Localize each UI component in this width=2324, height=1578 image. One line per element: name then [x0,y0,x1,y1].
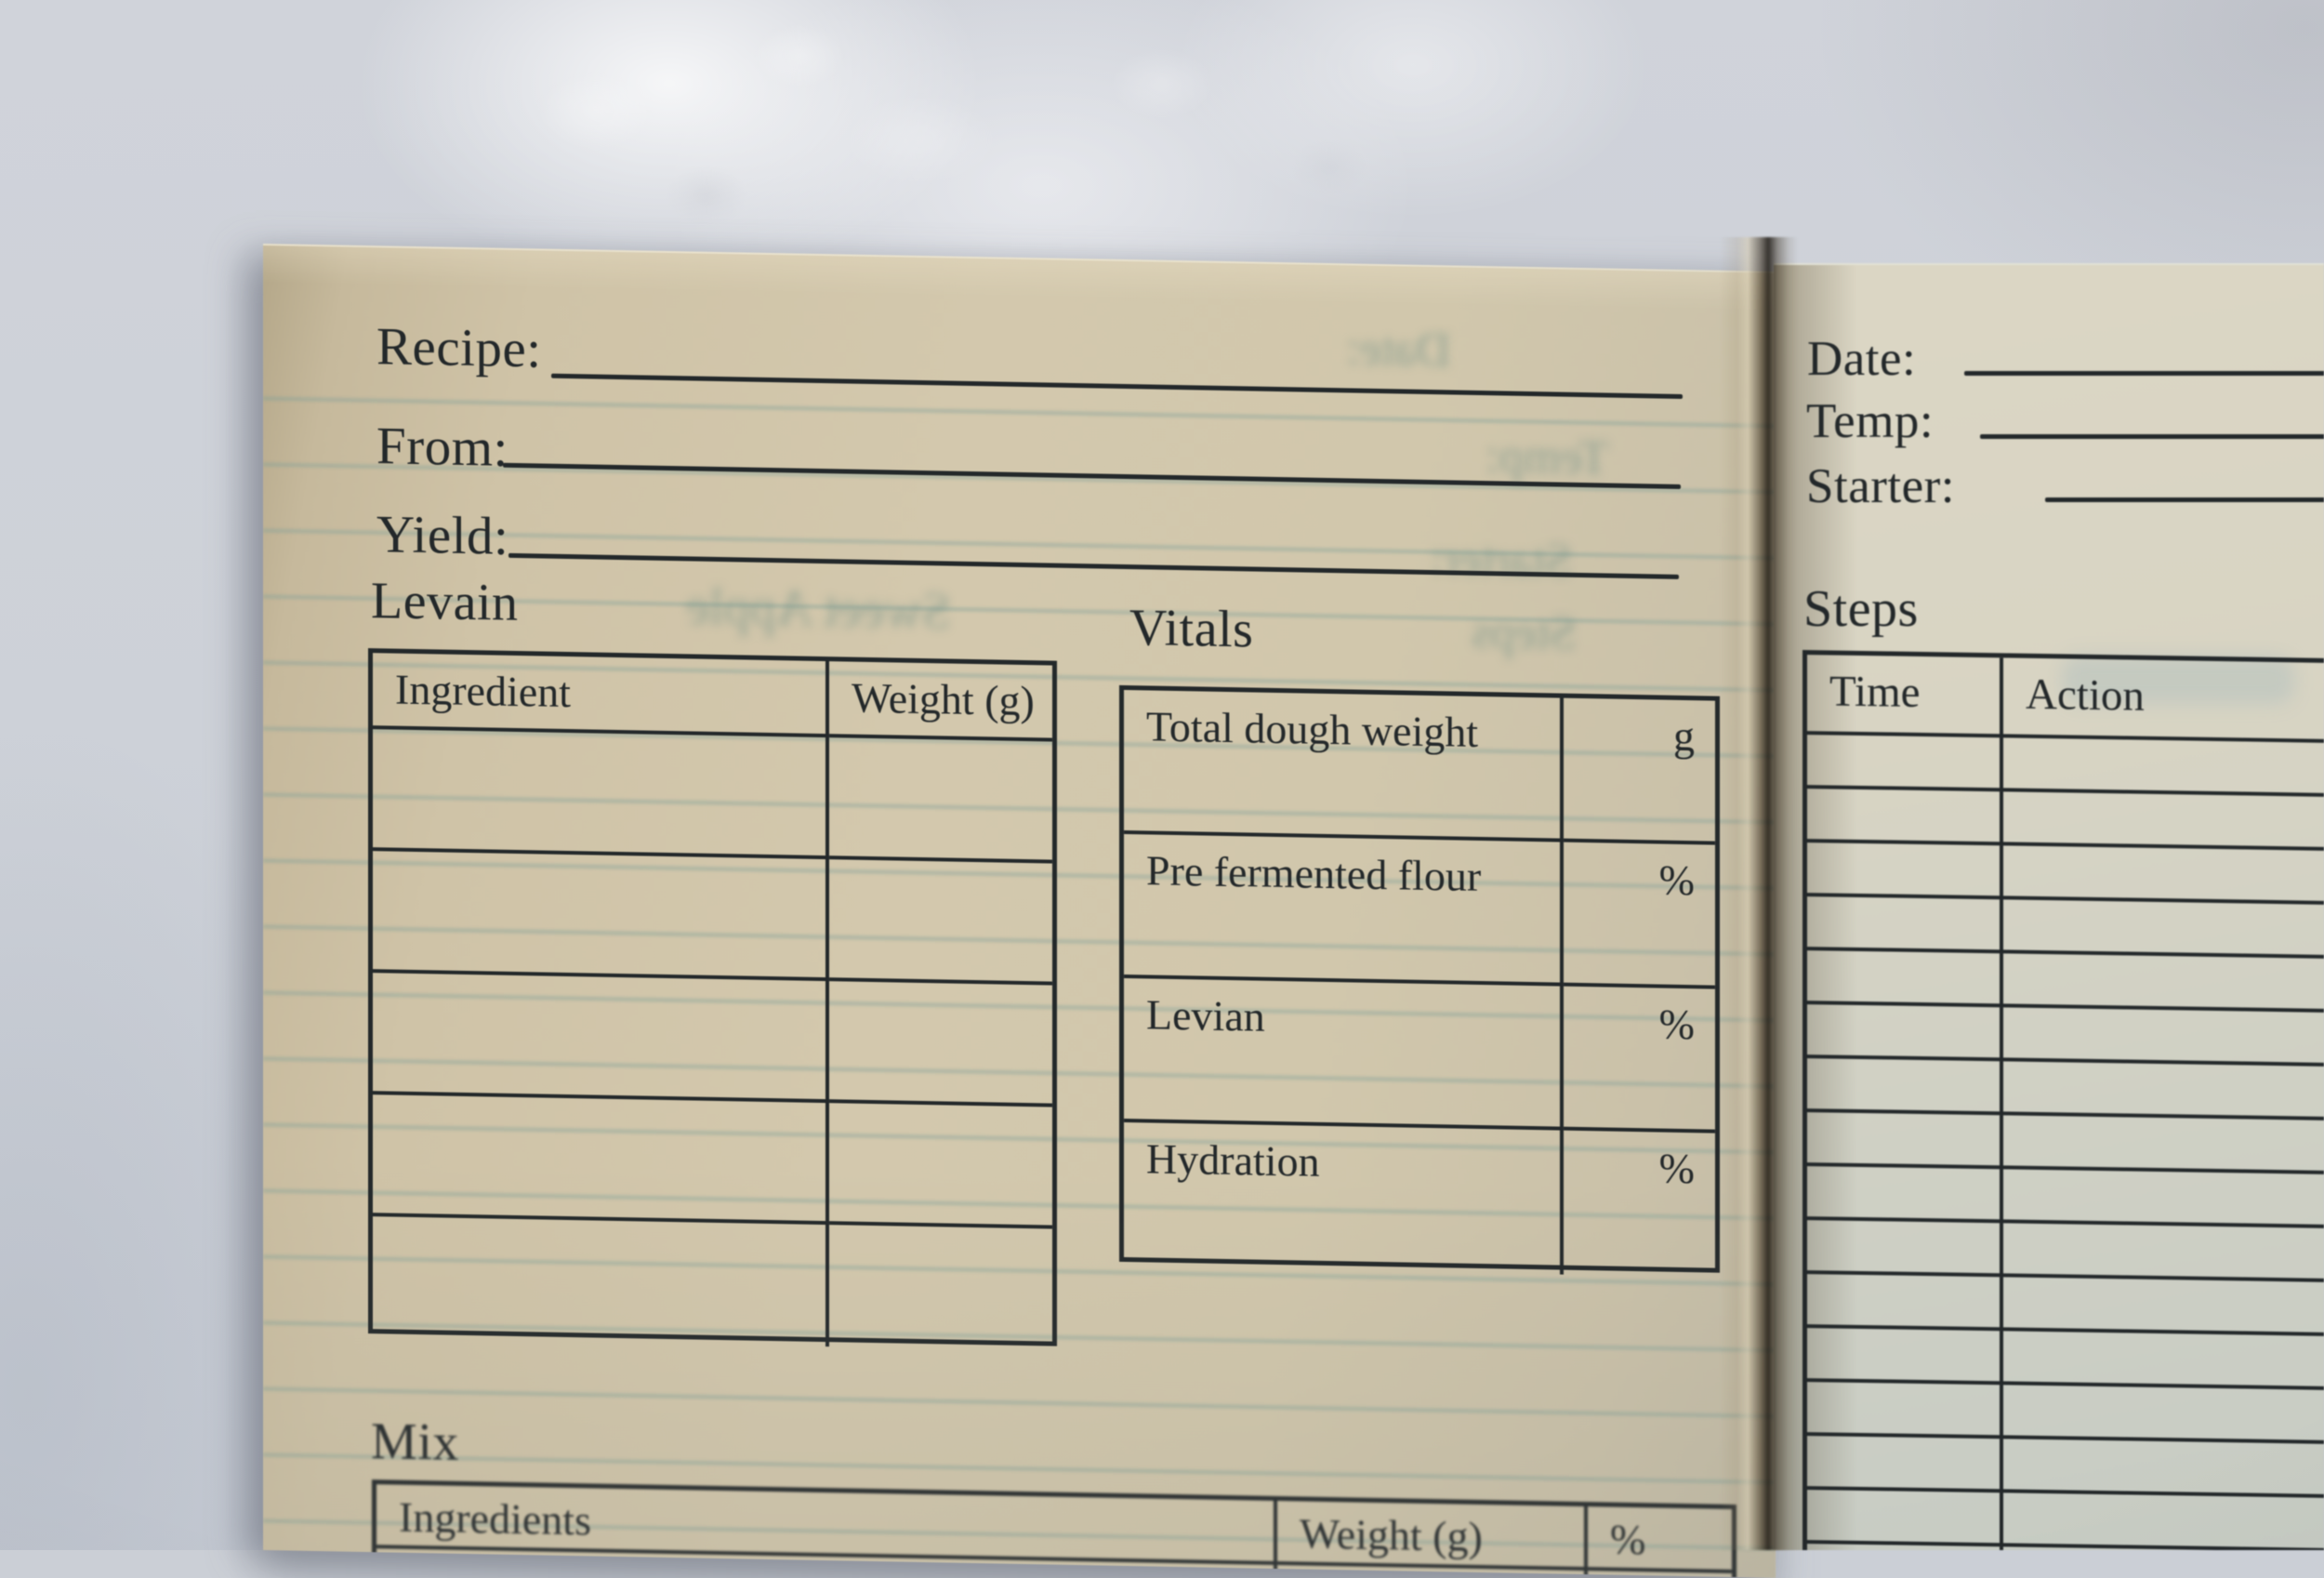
empty-row [1807,789,2324,852]
empty-cell [2003,1061,2324,1121]
empty-row [1807,1328,2324,1391]
empty-row [1807,842,2324,906]
date-blank-line [1964,371,2324,376]
empty-cell [2003,1331,2324,1391]
ghost-smudge [2062,656,2294,704]
empty-cell [2003,1115,2324,1175]
steps-col-time: Time [1807,655,2003,738]
empty-cell [2003,1223,2324,1283]
empty-cell [1807,735,2003,792]
empty-cell [2003,1169,2324,1229]
empty-cell [2003,953,2324,1014]
empty-cell [2003,1007,2324,1067]
mix-heading: Mix [371,1412,459,1472]
empty-cell [2003,1385,2324,1445]
steps-body [1807,735,2324,1550]
left-page: Date: Temp: Starter: Sweet Apple Steps R… [263,244,1776,1578]
empty-row [1807,1220,2324,1283]
empty-cell [1807,842,2003,900]
empty-row [1807,735,2324,798]
empty-cell [1807,1328,2003,1386]
date-label: Date: [1807,332,1917,386]
empty-cell [1807,1058,2003,1116]
mix-col-weight: Weight (g) [1277,1500,1588,1571]
mix-table: Ingredients Weight (g) % [372,1479,1736,1578]
empty-row [1807,1490,2324,1550]
steps-col-action: Action [2003,657,2324,744]
empty-cell [1807,1166,2003,1224]
empty-row [1807,1436,2324,1499]
mix-header-row: Ingredients Weight (g) % [376,1484,1732,1573]
empty-row [1807,1274,2324,1337]
empty-cell [1807,896,2003,954]
empty-cell [2003,899,2324,960]
right-page: Date: Temp: Starter: Steps Time Action [1774,263,2324,1550]
empty-row [1807,1058,2324,1121]
empty-cell [1807,1382,2003,1439]
starter-blank-line [2045,497,2324,502]
empty-row [1807,1112,2324,1175]
temp-blank-line [1980,434,2324,439]
empty-row [1807,950,2324,1014]
empty-cell [1807,1490,2003,1547]
steps-header-row: Time Action [1807,655,2324,744]
empty-row [1807,1166,2324,1229]
empty-cell [1807,789,2003,846]
steps-table: Time Action [1802,650,2324,1550]
empty-cell [2003,1277,2324,1337]
empty-cell [1807,1274,2003,1332]
page-fold-shadow [1720,237,1798,1550]
empty-cell [2003,737,2324,798]
empty-cell [2003,1492,2324,1550]
empty-cell [1807,1436,2003,1493]
empty-cell [1807,950,2003,1008]
temp-label: Temp: [1806,394,1934,448]
empty-row [1807,896,2324,960]
empty-cell [1807,1004,2003,1062]
mix-col-percent: % [1588,1506,1732,1573]
empty-row [1807,1382,2324,1445]
empty-cell [2003,845,2324,906]
empty-row [1807,1004,2324,1067]
starter-label: Starter: [1806,459,1955,513]
empty-cell [1807,1112,2003,1170]
empty-cell [1807,1220,2003,1278]
mix-section: Mix Ingredients Weight (g) % [263,245,1776,1578]
empty-cell [2003,791,2324,852]
empty-cell [2003,1439,2324,1499]
steps-heading: Steps [1803,580,1919,638]
